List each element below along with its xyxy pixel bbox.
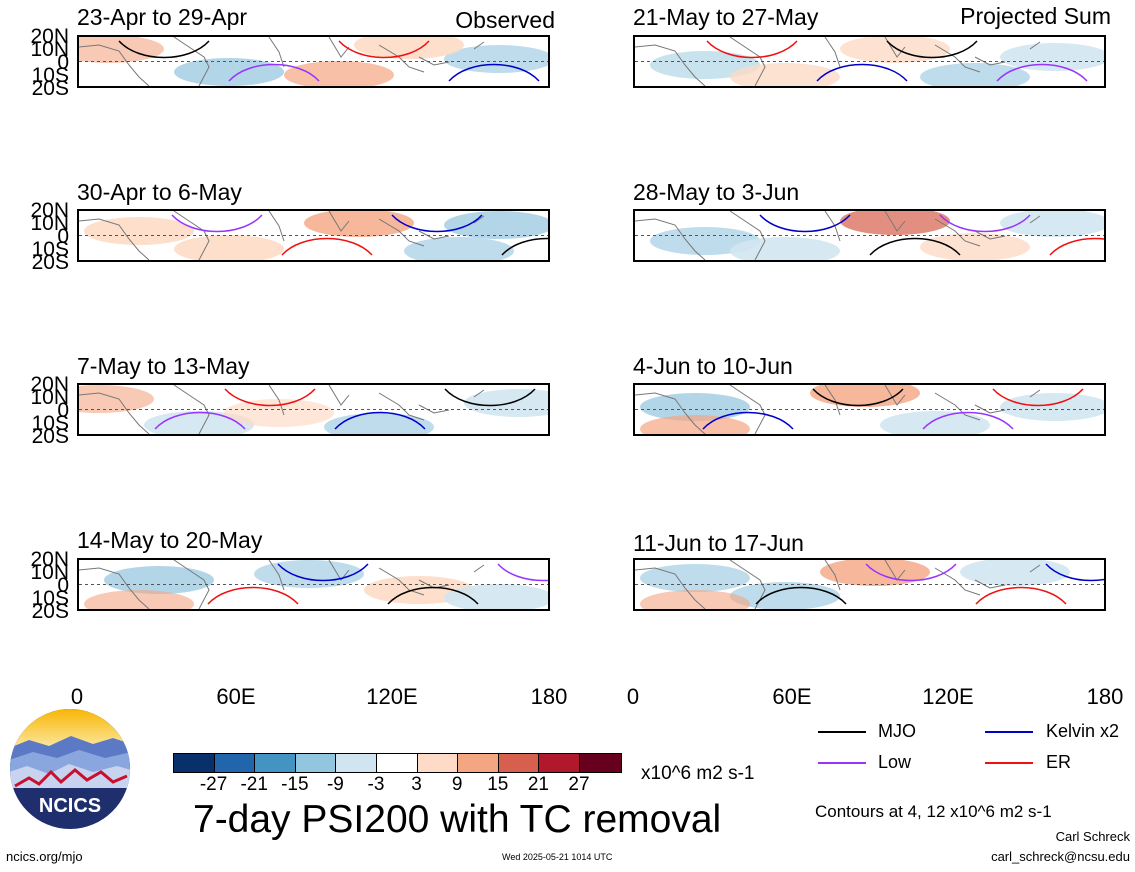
lon-label-180-right: 180 [1086,684,1124,709]
legend-low-line [818,762,866,764]
colorbar-swatch [255,754,296,772]
colorbar-swatch [417,754,459,772]
colorbar-tick-label: 21 [527,774,549,795]
map-panel-projected-2 [633,209,1106,262]
lat-label: 10N [30,386,69,409]
map-panel-observed-4 [77,558,550,611]
map-panel-observed-3 [77,383,550,436]
colorbar-unit: x10^6 m2 s-1 [641,763,755,784]
lat-label: 10S [31,587,69,610]
svg-text:NCICS: NCICS [39,795,101,817]
lon-label-60e-right: 60E [772,684,812,709]
colorbar-swatch [376,754,418,772]
panel-title-left-3: 7-May to 13-May [77,353,250,379]
lat-label: 0 [57,225,69,248]
lon-label-60e-left: 60E [216,684,256,709]
colorbar-swatch [539,754,580,772]
colorbar-swatch [579,754,621,772]
panel-title-right-2: 28-May to 3-Jun [633,179,800,205]
colorbar-tick-label: -21 [240,774,268,795]
legend-low-label: Low [878,752,912,772]
colorbar-tick-label: -9 [326,774,344,795]
lat-label: 20N [30,373,69,396]
footer-author: Carl Schreck [1055,829,1130,844]
lat-label: 0 [57,51,69,74]
lat-label: 10S [31,238,69,261]
lat-label: 10S [31,64,69,87]
lat-label: 0 [57,574,69,597]
lon-label-120e-left: 120E [366,684,418,709]
lat-label: 10N [30,212,69,235]
panel-title-left-1: 23-Apr to 29-Apr [77,4,248,30]
legend-kelvin-label: Kelvin x2 [1046,721,1120,741]
lon-label-0-left: 0 [70,684,84,709]
contour-note: Contours at 4, 12 x10^6 m2 s-1 [815,802,1052,821]
main-title: 7-day PSI200 with TC removal [193,798,722,841]
panel-title-right-3: 4-Jun to 10-Jun [633,353,793,379]
lat-label: 20N [30,199,69,222]
colorbar-swatch [174,754,215,772]
footer-email[interactable]: carl_schreck@ncsu.edu [991,849,1130,864]
lat-label: 0 [57,399,69,422]
panel-title-right-4: 11-Jun to 17-Jun [633,530,804,556]
panel-title-right-1: 21-May to 27-May [633,4,819,30]
lat-label: 10N [30,561,69,584]
lat-label: 10S [31,412,69,435]
map-panel-projected-1 [633,35,1106,88]
legend-mjo-label: MJO [878,721,916,741]
ncics-logo: NCICS [9,708,131,830]
map-panel-observed-2 [77,209,550,262]
footer-timestamp: Wed 2025-05-21 1014 UTC [502,852,613,862]
colorbar-swatch [295,754,337,772]
lat-label: 20S [31,600,69,623]
colorbar-swatch [458,754,499,772]
lat-label: 20S [31,425,69,448]
colorbar-swatch [498,754,540,772]
legend-kelvin-line [985,731,1033,733]
map-panel-projected-4 [633,558,1106,611]
lon-label-180-left: 180 [530,684,568,709]
map-panel-projected-3 [633,383,1106,436]
colorbar-tick-label: -3 [367,774,385,795]
lat-label: 20N [30,548,69,571]
lon-label-120e-right: 120E [922,684,974,709]
colorbar-tick-label: 15 [487,774,509,795]
lat-label: 10N [30,38,69,61]
colorbar [173,753,622,773]
lat-label: 20N [30,25,69,48]
projected-sum-label: Projected Sum [960,3,1111,29]
observed-label: Observed [455,7,555,33]
colorbar-tick-label: 3 [411,774,422,795]
colorbar-swatch [214,754,256,772]
legend-er-line [985,762,1033,764]
lon-label-0-right: 0 [626,684,640,709]
footer-url[interactable]: ncics.org/mjo [6,849,83,864]
map-panel-observed-1 [77,35,550,88]
panel-title-left-2: 30-Apr to 6-May [77,179,242,205]
panel-title-left-4: 14-May to 20-May [77,527,263,553]
lat-label: 20S [31,77,69,100]
colorbar-tick-label: -27 [199,774,228,795]
lat-label: 20S [31,251,69,274]
colorbar-swatch [336,754,377,772]
legend-mjo-line [818,731,866,733]
colorbar-tick-label: 9 [451,774,463,795]
legend-er-label: ER [1046,752,1072,772]
colorbar-tick-label: 27 [568,774,590,795]
colorbar-tick-label: -15 [281,774,309,795]
